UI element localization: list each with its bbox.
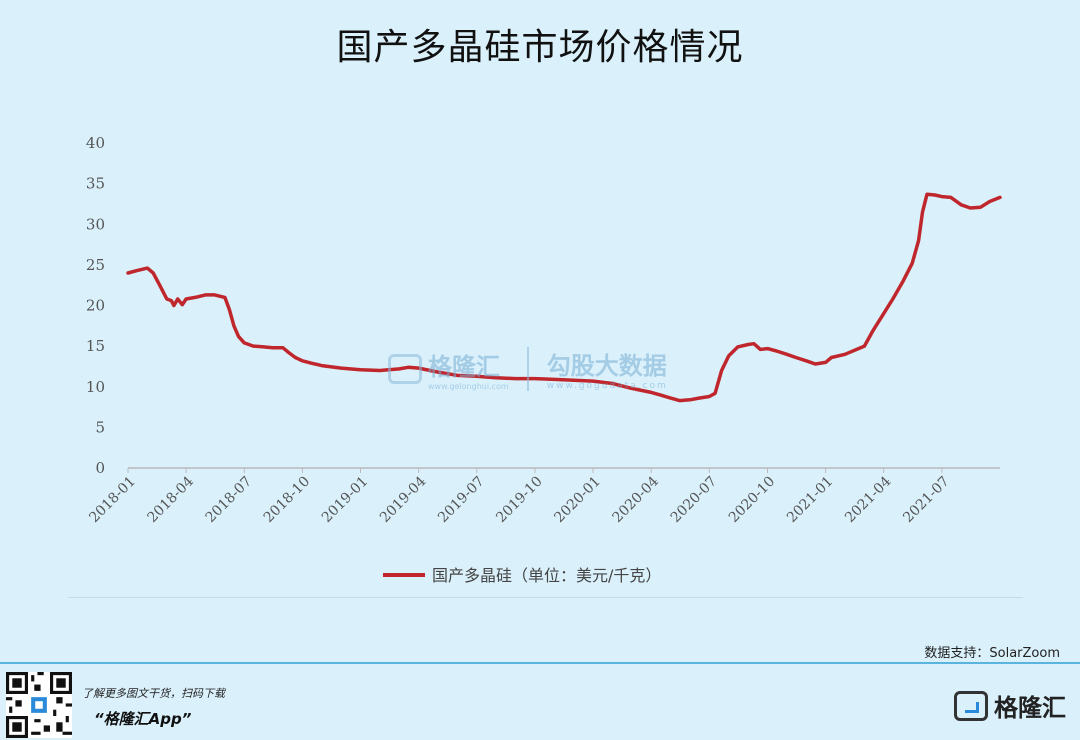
- x-tick-label: 2018-04: [145, 473, 198, 526]
- legend-label: 国产多晶硅（单位：美元/千克）: [432, 566, 661, 585]
- footer-divider: [0, 662, 1080, 664]
- x-tick-label: 2019-07: [435, 474, 487, 526]
- data-source: 数据支持：SolarZoom: [924, 646, 1060, 661]
- y-tick-label: 5: [95, 418, 105, 436]
- divider: [68, 597, 1023, 598]
- watermark-brand1-url: www.gelonghui.com: [428, 381, 509, 391]
- watermark-logo-icon: [388, 353, 422, 384]
- brand-logo-icon: [954, 690, 988, 721]
- x-tick-label: 2020-07: [668, 474, 720, 526]
- x-tick-label: 2018-10: [261, 474, 313, 526]
- footer-app-name: “格隆汇App”: [94, 710, 192, 728]
- brand-logo: 格隆汇: [954, 688, 1066, 723]
- y-tick-label: 0: [95, 459, 105, 477]
- y-tick-label: 25: [86, 256, 105, 274]
- y-tick-label: 40: [86, 134, 105, 152]
- watermark: 格隆汇 www.gelonghui.com 勾股大数据 www.gogudata…: [388, 346, 668, 391]
- footer-bar: [0, 662, 1080, 740]
- x-tick-label: 2020-04: [610, 473, 663, 526]
- y-tick-label: 30: [86, 215, 105, 233]
- x-axis-ticks: 2018-01 2018-04 2018-07 2018-10 2019-01 2019-…: [86, 473, 952, 526]
- y-tick-label: 10: [86, 378, 105, 396]
- watermark-divider: [526, 346, 529, 391]
- brand-name: 格隆汇: [994, 694, 1066, 722]
- watermark-brand2: 勾股大数据: [546, 352, 667, 380]
- x-tick-label: 2020-10: [726, 474, 778, 526]
- series-line-polysilicon: [126, 192, 1002, 403]
- legend: 国产多晶硅（单位：美元/千克）: [383, 566, 661, 585]
- x-tick-label: 2018-07: [203, 474, 255, 526]
- y-tick-label: 15: [86, 337, 105, 355]
- x-tick-label: 2019-10: [493, 474, 545, 526]
- chart-title: 国产多晶硅市场价格情况: [336, 27, 744, 68]
- y-axis-ticks: 0 5 10 15 20 25 30 35 40: [86, 134, 105, 477]
- x-tick-label: 2018-01: [86, 474, 138, 526]
- x-tick-label: 2020-01: [551, 474, 603, 526]
- qr-code-icon[interactable]: [6, 672, 72, 738]
- x-axis-tick-marks: [127, 468, 943, 473]
- x-tick-label: 2019-01: [319, 474, 371, 526]
- y-tick-label: 20: [86, 297, 105, 315]
- watermark-brand2-url: www.gogudata.com: [546, 381, 668, 391]
- y-tick-label: 35: [86, 175, 105, 193]
- x-tick-label: 2021-07: [900, 474, 952, 526]
- x-tick-label: 2021-01: [784, 474, 836, 526]
- footer-hint: 了解更多图文干货，扫码下载: [82, 687, 225, 700]
- x-tick-label: 2021-04: [842, 473, 895, 526]
- x-tick-label: 2019-04: [377, 473, 430, 526]
- watermark-brand1: 格隆汇: [428, 352, 500, 381]
